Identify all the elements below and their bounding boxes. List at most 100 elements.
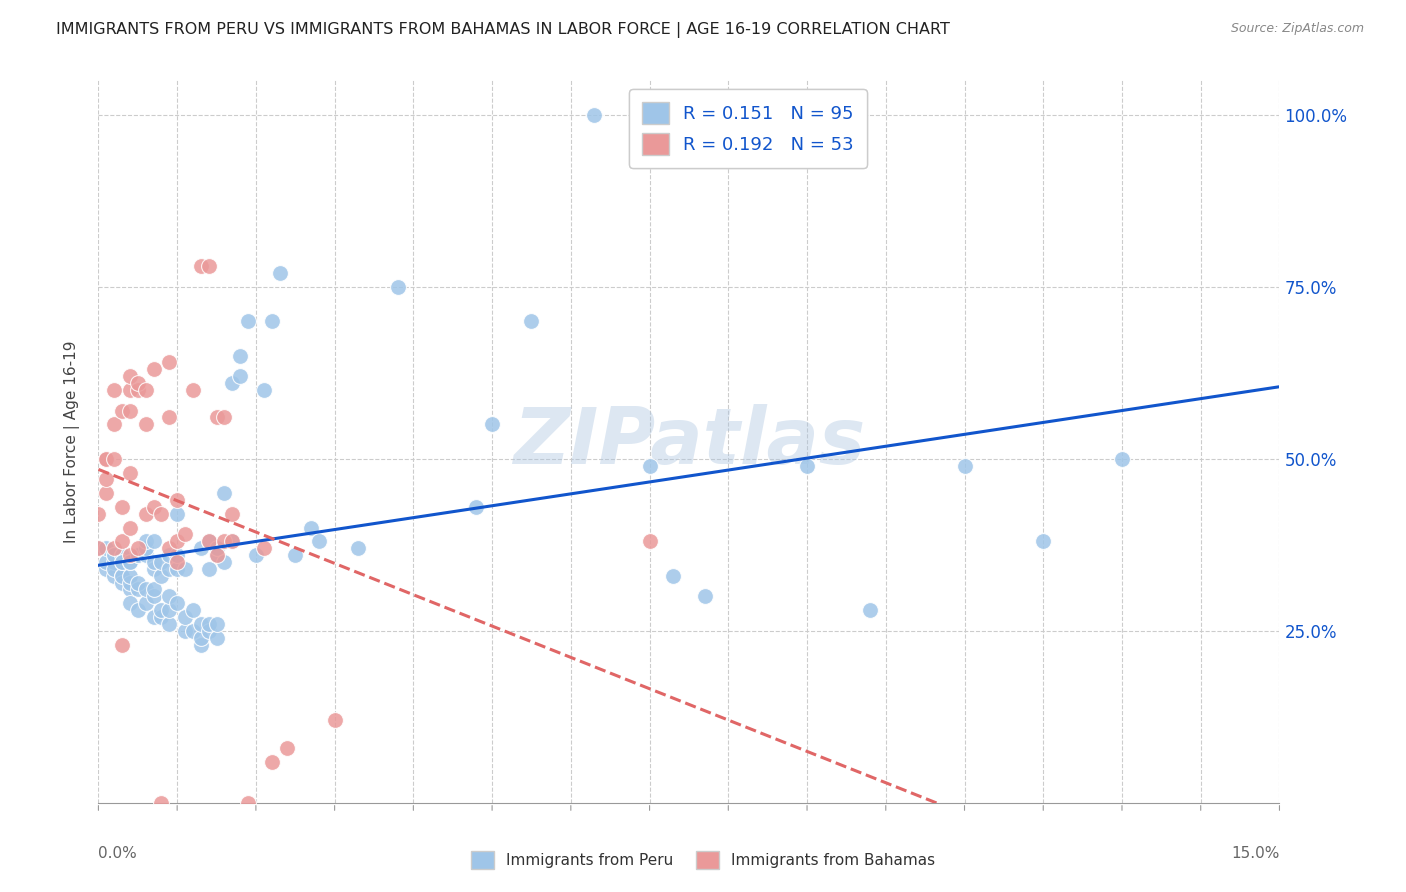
Point — [118, 369, 141, 384]
Point — [308, 534, 330, 549]
Point — [481, 417, 503, 432]
Text: Source: ZipAtlas.com: Source: ZipAtlas.com — [1230, 22, 1364, 36]
Point — [190, 259, 212, 273]
Text: 0.0%: 0.0% — [98, 847, 138, 861]
Point — [103, 541, 125, 556]
Point — [135, 541, 157, 556]
Point — [127, 541, 149, 556]
Point — [157, 562, 180, 576]
Point — [221, 507, 243, 521]
Point — [520, 314, 543, 328]
Point — [150, 796, 173, 810]
Y-axis label: In Labor Force | Age 16-19: In Labor Force | Age 16-19 — [63, 340, 80, 543]
Point — [214, 410, 236, 425]
Point — [205, 631, 228, 645]
Point — [253, 541, 276, 556]
Point — [96, 555, 118, 569]
Point — [111, 548, 134, 562]
Point — [157, 616, 180, 631]
Point — [96, 486, 118, 500]
Point — [111, 638, 134, 652]
Point — [150, 603, 173, 617]
Point — [181, 383, 204, 397]
Point — [197, 562, 219, 576]
Point — [150, 507, 173, 521]
Text: IMMIGRANTS FROM PERU VS IMMIGRANTS FROM BAHAMAS IN LABOR FORCE | AGE 16-19 CORRE: IMMIGRANTS FROM PERU VS IMMIGRANTS FROM … — [56, 22, 950, 38]
Point — [118, 466, 141, 480]
Point — [181, 624, 204, 638]
Point — [205, 410, 228, 425]
Point — [87, 541, 110, 556]
Point — [214, 534, 236, 549]
Point — [96, 562, 118, 576]
Point — [229, 369, 252, 384]
Point — [205, 541, 228, 556]
Point — [127, 376, 149, 390]
Point — [284, 548, 307, 562]
Point — [135, 596, 157, 610]
Point — [166, 548, 188, 562]
Point — [127, 575, 149, 590]
Point — [103, 417, 125, 432]
Point — [174, 562, 197, 576]
Point — [111, 575, 134, 590]
Point — [118, 520, 141, 534]
Point — [253, 383, 276, 397]
Point — [859, 603, 882, 617]
Point — [221, 534, 243, 549]
Point — [260, 755, 283, 769]
Point — [142, 562, 165, 576]
Point — [118, 548, 141, 562]
Point — [347, 541, 370, 556]
Point — [142, 590, 165, 604]
Point — [166, 507, 188, 521]
Point — [205, 548, 228, 562]
Point — [111, 568, 134, 582]
Point — [118, 575, 141, 590]
Point — [166, 534, 188, 549]
Point — [127, 548, 149, 562]
Point — [118, 596, 141, 610]
Point — [150, 555, 173, 569]
Point — [111, 403, 134, 417]
Point — [150, 610, 173, 624]
Point — [1111, 451, 1133, 466]
Point — [190, 631, 212, 645]
Point — [269, 266, 291, 280]
Point — [387, 279, 409, 293]
Point — [142, 555, 165, 569]
Point — [190, 616, 212, 631]
Point — [197, 534, 219, 549]
Point — [157, 548, 180, 562]
Point — [135, 534, 157, 549]
Text: ZIPatlas: ZIPatlas — [513, 403, 865, 480]
Point — [142, 534, 165, 549]
Point — [118, 555, 141, 569]
Point — [157, 590, 180, 604]
Point — [103, 562, 125, 576]
Point — [221, 376, 243, 390]
Point — [299, 520, 322, 534]
Point — [174, 610, 197, 624]
Point — [96, 451, 118, 466]
Point — [166, 493, 188, 508]
Legend: R = 0.151   N = 95, R = 0.192   N = 53: R = 0.151 N = 95, R = 0.192 N = 53 — [630, 89, 866, 168]
Point — [181, 603, 204, 617]
Point — [111, 568, 134, 582]
Point — [111, 500, 134, 514]
Point — [260, 314, 283, 328]
Legend: Immigrants from Peru, Immigrants from Bahamas: Immigrants from Peru, Immigrants from Ba… — [464, 845, 942, 875]
Point — [142, 362, 165, 376]
Point — [87, 507, 110, 521]
Point — [96, 472, 118, 486]
Point — [103, 568, 125, 582]
Point — [142, 582, 165, 597]
Point — [197, 624, 219, 638]
Point — [323, 713, 346, 727]
Point — [111, 555, 134, 569]
Point — [197, 534, 219, 549]
Point — [229, 349, 252, 363]
Point — [127, 603, 149, 617]
Point — [174, 624, 197, 638]
Point — [583, 108, 606, 122]
